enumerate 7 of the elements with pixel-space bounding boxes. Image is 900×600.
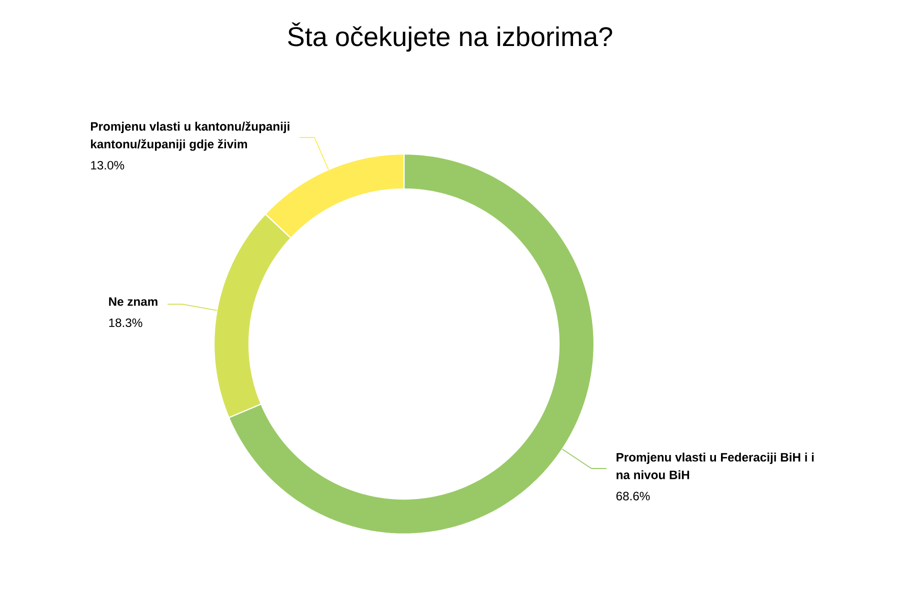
chart-title: Šta očekujete na izborima?	[288, 22, 612, 52]
data-label: 18.3%	[109, 318, 142, 328]
slice-label: Ne znam	[109, 297, 158, 306]
data-label: 68.6%	[616, 492, 650, 500]
data-label: 13.0%	[91, 160, 124, 170]
slice-label: Promjenu vlasti u kantonu/županiji kantonu/županiji gdje živim	[90, 122, 290, 151]
slice-label: Promjenu vlasti u Federaciji BiH i i na nivou BiH	[616, 452, 814, 480]
